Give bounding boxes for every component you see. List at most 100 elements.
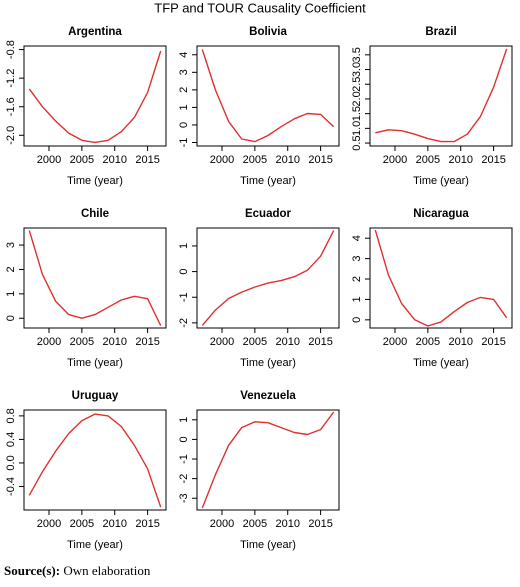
x-tick-label: 2015: [135, 336, 159, 348]
y-tick-label: 1: [178, 104, 190, 110]
x-axis-label: Time (year): [67, 357, 123, 369]
x-axis-label: Time (year): [67, 175, 123, 187]
x-tick-label: 2005: [416, 154, 440, 166]
x-axis-label: Time (year): [413, 175, 469, 187]
y-tick-label: 0: [5, 315, 17, 321]
x-tick-label: 2000: [210, 518, 234, 530]
y-tick-label: -1: [178, 138, 190, 148]
x-tick-label: 2000: [37, 154, 61, 166]
x-tick-label: 2015: [308, 518, 332, 530]
y-tick-label: -0.8: [5, 40, 17, 59]
x-tick-label: 2010: [448, 336, 472, 348]
y-tick-label: 3: [5, 242, 17, 248]
x-tick-label: 2005: [70, 336, 94, 348]
x-axis-label: Time (year): [240, 175, 296, 187]
x-tick-label: 2000: [383, 336, 407, 348]
x-tick-label: 2005: [416, 336, 440, 348]
x-tick-label: 2000: [37, 336, 61, 348]
x-tick-label: 2015: [308, 336, 332, 348]
y-tick-label: 1.5: [351, 106, 363, 121]
y-tick-label: 1: [178, 243, 190, 249]
x-tick-label: 2015: [135, 518, 159, 530]
x-tick-label: 2010: [275, 336, 299, 348]
y-tick-label: 4: [351, 235, 363, 241]
y-tick-label: 3.5: [351, 47, 363, 62]
y-tick-label: -3: [178, 493, 190, 503]
y-tick-label: 1: [351, 296, 363, 302]
x-tick-label: 2015: [481, 336, 505, 348]
data-line: [28, 413, 162, 508]
x-tick-label: 2010: [275, 154, 299, 166]
x-tick-label: 2015: [135, 154, 159, 166]
plot-frame: [196, 227, 340, 329]
y-tick-label: -2: [178, 318, 190, 328]
y-tick-label: -1: [178, 454, 190, 464]
data-line: [201, 49, 335, 143]
panel-title: Ecuador: [245, 208, 292, 220]
plot-frame: [369, 45, 513, 147]
x-tick-label: 2010: [102, 518, 126, 530]
x-tick-label: 2000: [210, 154, 234, 166]
x-axis-label: Time (year): [240, 357, 296, 369]
data-line: [28, 50, 162, 144]
data-line: [375, 48, 508, 143]
y-tick-label: 3: [178, 69, 190, 75]
plot-frame: [23, 45, 167, 147]
source: Source(s): Own elaboration: [4, 563, 151, 578]
y-tick-label: -2: [178, 474, 190, 484]
y-tick-label: 1.0: [351, 121, 363, 136]
y-tick-label: 1: [178, 417, 190, 423]
y-tick-label: -1: [178, 292, 190, 302]
x-axis-label: Time (year): [413, 357, 469, 369]
y-tick-label: 3: [351, 256, 363, 262]
plot-frame: [23, 409, 167, 511]
panel-title: Argentina: [68, 26, 122, 38]
x-tick-label: 2010: [102, 154, 126, 166]
panel-title: Brazil: [425, 26, 456, 38]
x-tick-label: 2005: [243, 336, 267, 348]
y-tick-label: 2: [178, 87, 190, 93]
x-tick-label: 2005: [70, 154, 94, 166]
x-tick-label: 2010: [102, 336, 126, 348]
x-tick-label: 2010: [448, 154, 472, 166]
data-line: [374, 229, 508, 327]
y-tick-label: 2.5: [351, 77, 363, 92]
x-tick-label: 2005: [243, 154, 267, 166]
panel-title: Nicaragua: [413, 208, 469, 220]
data-line: [201, 411, 335, 509]
x-axis-label: Time (year): [240, 539, 296, 551]
x-tick-label: 2000: [210, 336, 234, 348]
panel-title: Venezuela: [240, 390, 296, 402]
panel-title: Uruguay: [72, 390, 119, 402]
y-tick-label: -0.4: [5, 477, 17, 496]
y-tick-label: -1.6: [5, 97, 17, 116]
y-tick-label: 3.0: [351, 62, 363, 77]
y-tick-label: 2: [5, 266, 17, 272]
y-tick-label: -1.2: [5, 69, 17, 88]
x-tick-label: 2015: [308, 154, 332, 166]
x-tick-label: 2000: [37, 518, 61, 530]
y-tick-label: 0.0: [5, 455, 17, 470]
y-tick-label: 0.5: [351, 135, 363, 150]
plot-frame: [369, 227, 513, 329]
y-tick-label: 0: [178, 436, 190, 442]
x-tick-label: 2000: [383, 154, 407, 166]
x-tick-label: 2015: [481, 154, 505, 166]
y-tick-label: 0: [178, 269, 190, 275]
x-tick-label: 2010: [275, 518, 299, 530]
x-axis-label: Time (year): [67, 539, 123, 551]
y-tick-label: 2.0: [351, 91, 363, 106]
panel-title: Chile: [81, 208, 109, 220]
data-line: [28, 230, 162, 326]
y-tick-label: -2.0: [5, 126, 17, 145]
y-tick-label: 2: [351, 276, 363, 282]
y-tick-label: 0.8: [5, 408, 17, 423]
data-line: [201, 230, 335, 326]
y-tick-label: 0.4: [5, 432, 17, 447]
source-label: Source(s):: [4, 563, 60, 578]
panel-title: Bolivia: [249, 26, 287, 38]
y-tick-label: 0: [351, 317, 363, 323]
plot-frame: [196, 409, 340, 511]
